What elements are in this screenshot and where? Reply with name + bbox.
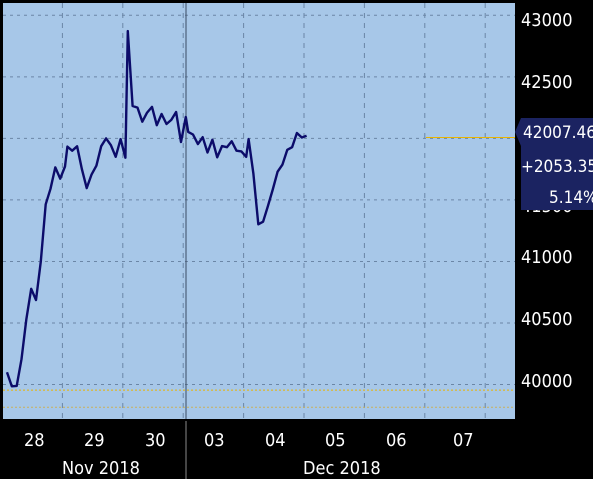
x-tick-label: 07	[453, 430, 474, 451]
last-value-label: 42007.46	[523, 123, 593, 143]
x-tick-label: 30	[145, 430, 166, 451]
y-tick-label: 42500	[521, 72, 573, 93]
x-tick-label: 05	[325, 430, 346, 451]
y-tick-label: 40000	[521, 371, 573, 392]
x-tick-label: 03	[204, 430, 225, 451]
x-tick-label: 04	[265, 430, 286, 451]
reference-lines	[3, 136, 515, 408]
month-label-nov: Nov 2018	[62, 458, 140, 479]
last-value-tag-background	[515, 118, 593, 210]
x-tick-label: 28	[24, 430, 45, 451]
gridlines	[3, 3, 515, 419]
y-tick-label: 40500	[521, 309, 573, 330]
plot-area	[3, 3, 515, 419]
y-tick-label: 43000	[521, 10, 573, 31]
change-label: +2053.35	[521, 157, 593, 177]
x-axis: 28 29 30 03 04 05 06 07 Nov 2018 Dec 201…	[24, 421, 474, 479]
month-label-dec: Dec 2018	[303, 458, 381, 479]
pct-change-label: 5.14%	[549, 188, 593, 208]
series-line	[5, 29, 308, 388]
x-tick-label: 06	[386, 430, 407, 451]
y-tick-label: 41000	[521, 247, 573, 268]
last-value-tag: 42007.46 +2053.35 5.14%	[515, 118, 593, 210]
x-tick-label: 29	[84, 430, 105, 451]
